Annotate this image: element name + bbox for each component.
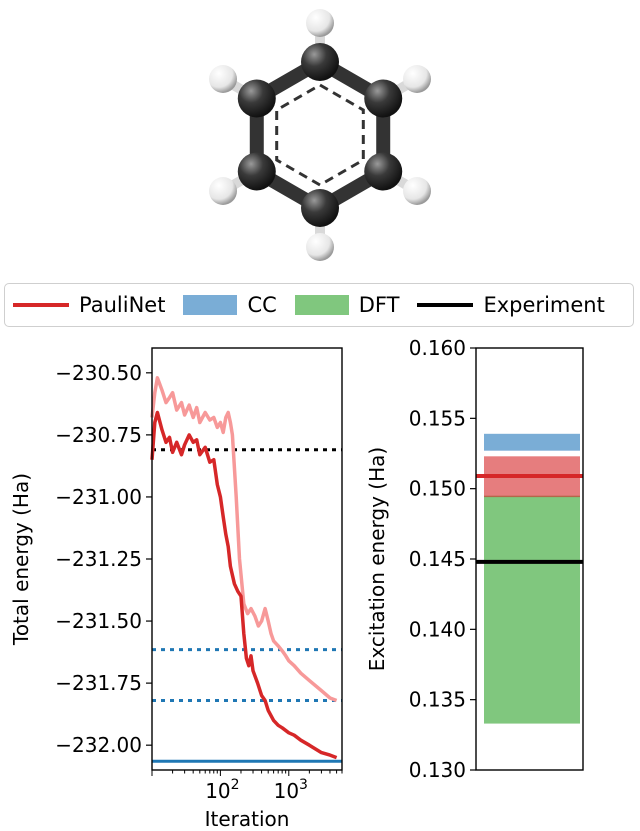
y-tick-label: −232.00 <box>55 733 142 757</box>
hydrogen-atom <box>209 65 238 93</box>
legend-item-dft: DFT <box>294 293 400 317</box>
carbon-atom <box>364 152 403 191</box>
aromatic-dashes <box>275 83 365 187</box>
energy-curve <box>150 376 338 703</box>
legend-swatch-cc <box>183 295 238 315</box>
y-tick-label: −230.75 <box>55 423 142 447</box>
hydrogen-atom <box>402 65 431 93</box>
y-tick-label: −231.50 <box>55 609 142 633</box>
carbon-atom <box>237 152 276 191</box>
legend-item-paulinet: PauliNet <box>13 293 165 317</box>
y-tick-label: 0.155 <box>409 406 466 430</box>
x-tick-label: 103 <box>274 777 308 803</box>
y-tick-label: 0.145 <box>409 547 466 571</box>
aromatic-ring <box>275 83 365 187</box>
carbon-atom <box>237 79 276 118</box>
y-tick-label: −231.00 <box>55 485 142 509</box>
y-tick-label: 0.130 <box>409 758 466 782</box>
legend-label-experiment: Experiment <box>483 293 605 317</box>
hydrogen-atom <box>306 9 334 37</box>
y-tick-label: −231.75 <box>55 671 142 695</box>
total-energy-chart: −230.50 −230.75 −231.00 −231.25 −231.50 −231.… <box>9 347 343 831</box>
hydrogen-atom <box>209 177 238 205</box>
legend-swatch-paulinet <box>13 303 69 307</box>
carbon-atom <box>301 189 339 227</box>
energy-curve <box>150 410 338 760</box>
legend-item-experiment: Experiment <box>417 293 605 317</box>
molecule-atoms <box>209 9 431 261</box>
y-axis-label: Total energy (Ha) <box>9 473 33 646</box>
carbon-atom <box>364 79 403 118</box>
band-dft <box>484 495 580 724</box>
benzene-molecule <box>209 9 431 261</box>
band-cc <box>484 433 580 451</box>
legend-label-paulinet: PauliNet <box>79 293 166 317</box>
legend-swatch-experiment <box>417 303 474 307</box>
legend-label-dft: DFT <box>358 293 400 317</box>
legend: PauliNet CC DFT Experiment <box>4 283 634 327</box>
hydrogen-atom <box>402 177 431 205</box>
y-tick-label: 0.150 <box>409 477 466 501</box>
legend-label-cc: CC <box>247 293 277 317</box>
charts: −230.50 −230.75 −231.00 −231.25 −231.50 −231.… <box>9 336 584 831</box>
y-tick-label: 0.140 <box>409 617 466 641</box>
y-tick-label: 0.135 <box>409 688 466 712</box>
legend-item-cc: CC <box>183 293 277 317</box>
carbon-atom <box>301 43 339 81</box>
y-tick-label: −231.25 <box>55 547 142 571</box>
y-axis-label: Excitation energy (Ha) <box>365 447 389 671</box>
y-tick-label: 0.160 <box>409 336 466 360</box>
x-tick-label: 102 <box>205 777 239 803</box>
x-axis-label: Iteration <box>205 807 290 831</box>
excitation-energy-chart: 0.130 0.135 0.140 0.145 0.150 0.155 0.160 Excit… <box>365 336 584 782</box>
plot-frame <box>151 347 343 771</box>
legend-swatch-dft <box>294 295 349 315</box>
hydrogen-atom <box>306 233 334 261</box>
y-tick-label: −230.50 <box>55 361 142 385</box>
